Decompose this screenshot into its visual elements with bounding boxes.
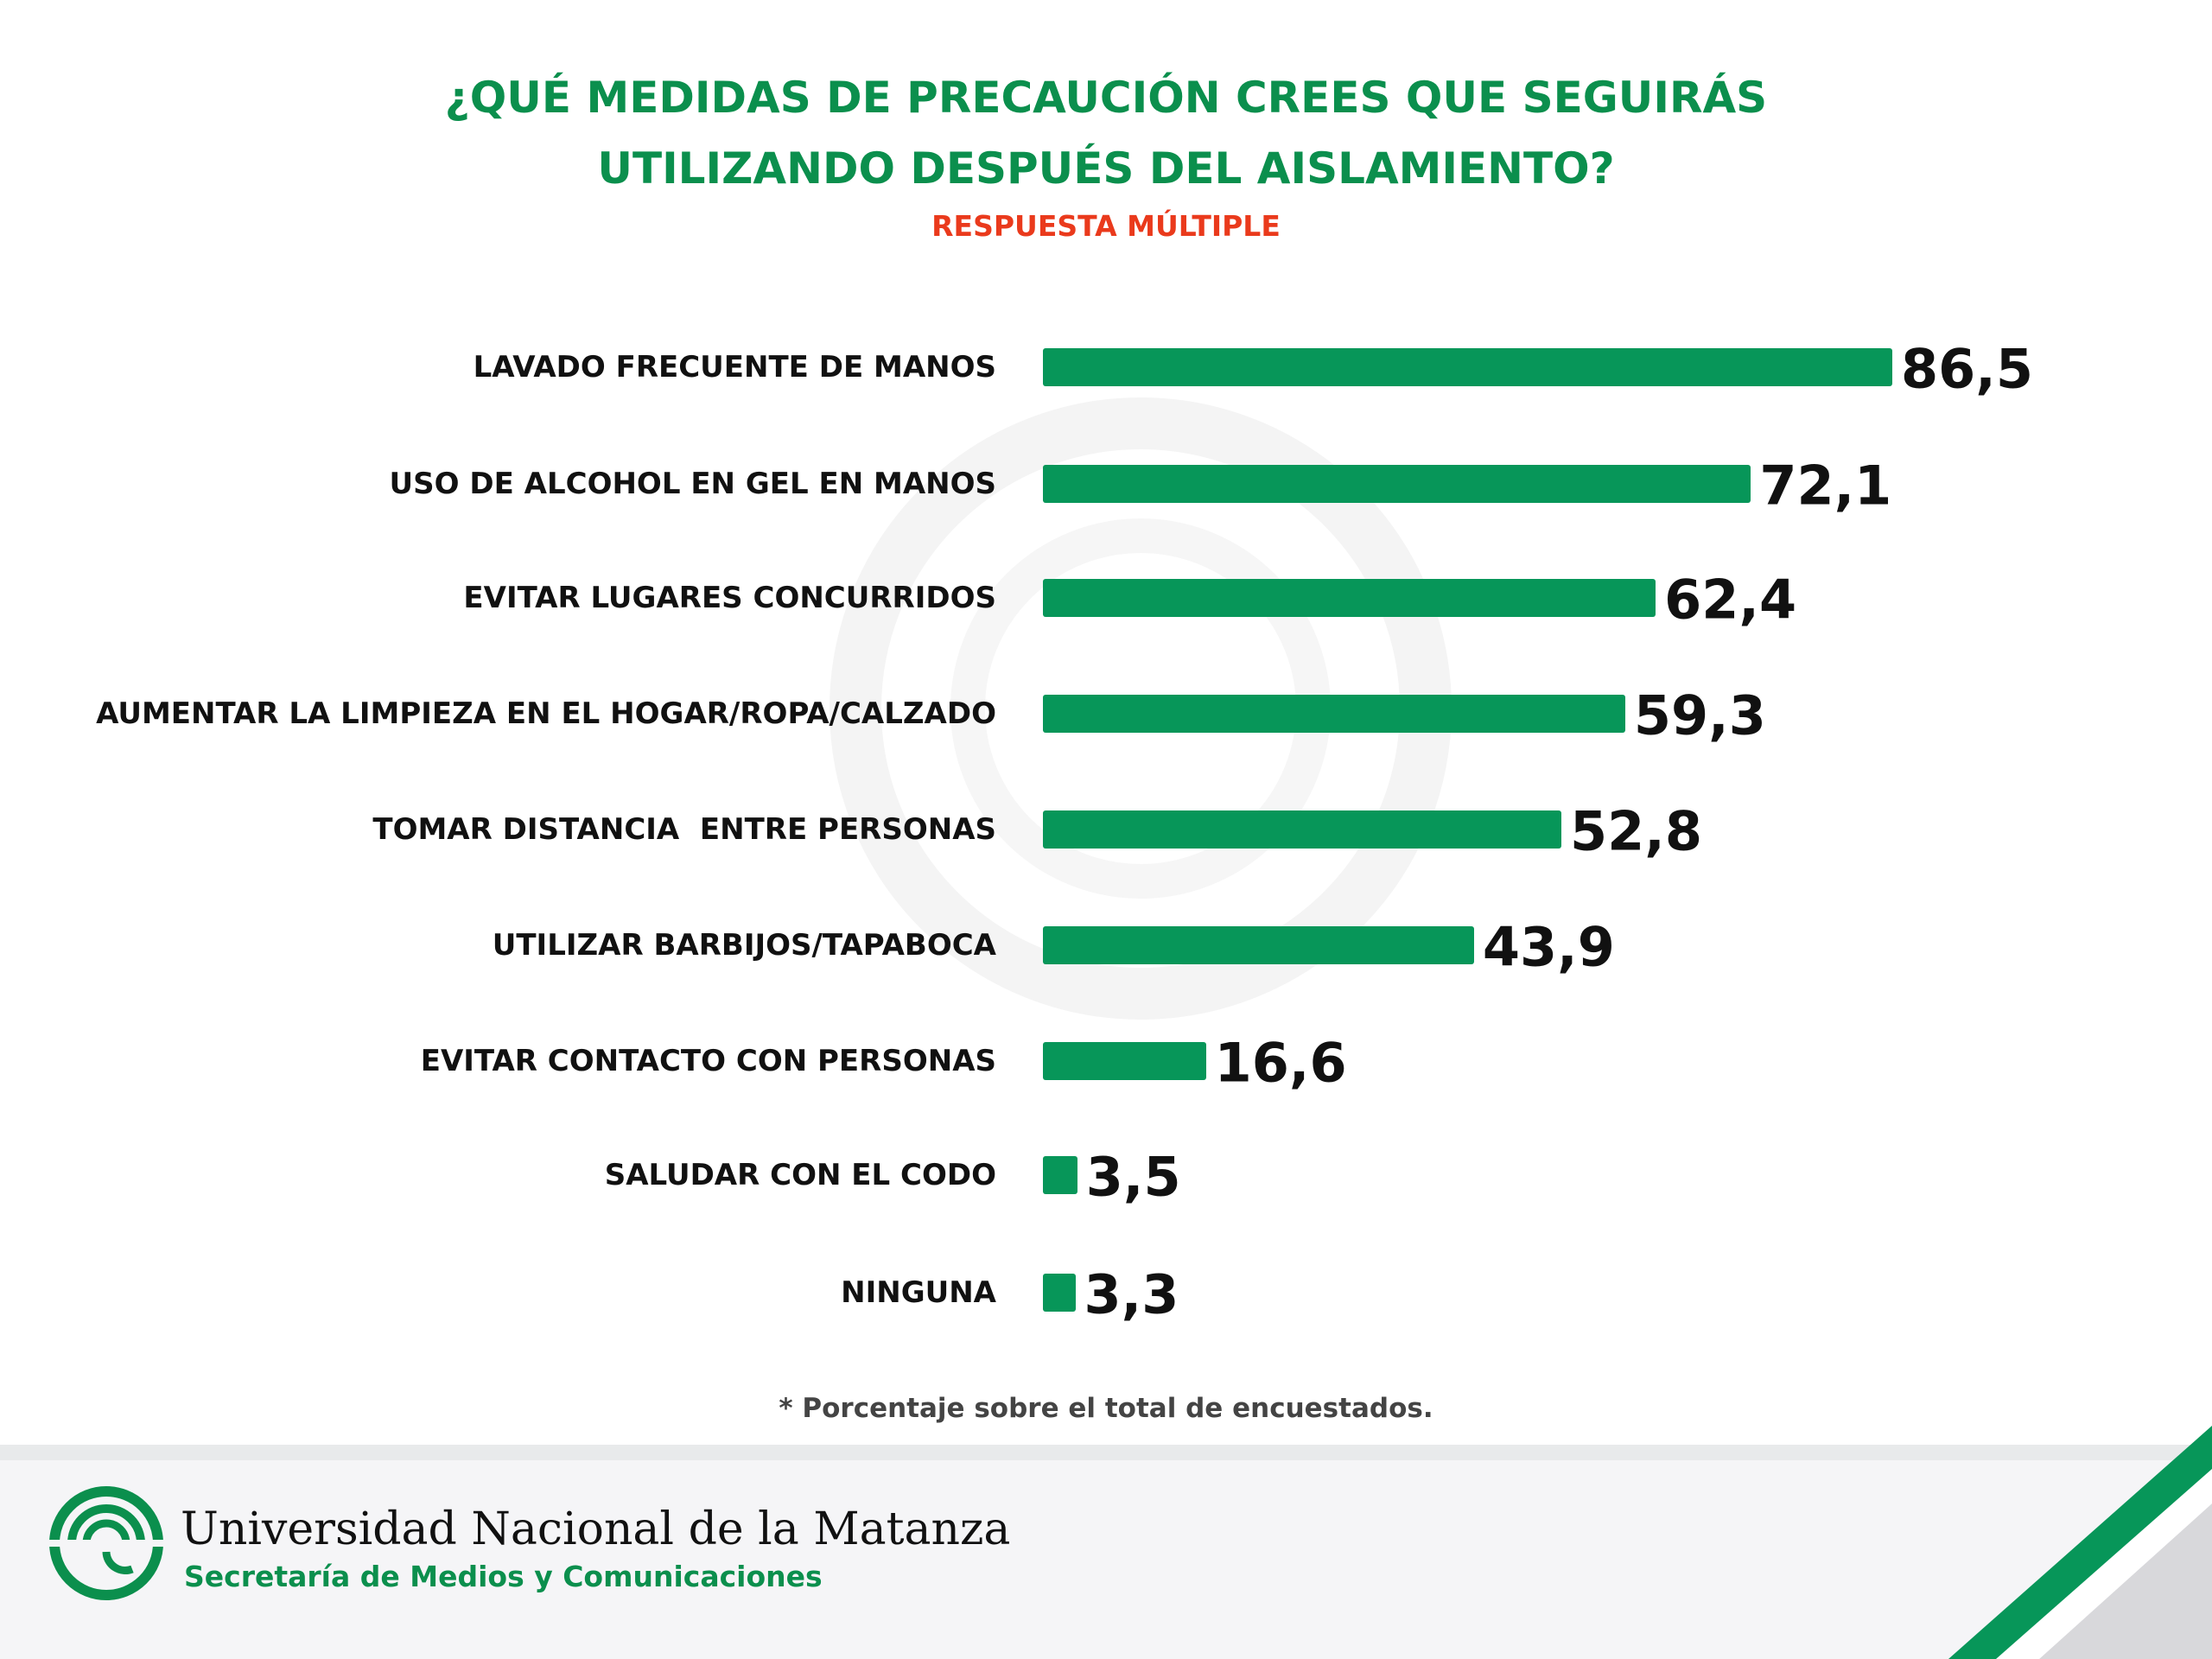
value-label: 3,5 (1085, 1145, 1181, 1209)
value-label: 3,3 (1084, 1262, 1179, 1326)
category-label: NINGUNA (841, 1275, 996, 1310)
value-label: 59,3 (1633, 683, 1766, 747)
footer-divider (0, 1445, 2212, 1460)
value-label: 86,5 (1901, 337, 2033, 401)
bar (1043, 579, 1656, 617)
chart-title-line1: ¿QUÉ MEDIDAS DE PRECAUCIÓN CREES QUE SEG… (444, 73, 1768, 123)
university-name: Universidad Nacional de la Matanza (181, 1503, 1011, 1555)
value-label: 16,6 (1214, 1031, 1347, 1095)
footnote: * Porcentaje sobre el total de encuestad… (779, 1393, 1433, 1424)
value-label: 43,9 (1482, 915, 1615, 979)
chart-subtitle: RESPUESTA MÚLTIPLE (931, 209, 1281, 243)
chart-title-line2: UTILIZANDO DESPUÉS DEL AISLAMIENTO? (597, 143, 1615, 194)
category-label: UTILIZAR BARBIJOS/TAPABOCA (492, 928, 996, 963)
bar (1043, 348, 1892, 386)
category-label: EVITAR CONTACTO CON PERSONAS (420, 1044, 996, 1078)
category-label: AUMENTAR LA LIMPIEZA EN EL HOGAR/ROPA/CA… (96, 696, 996, 731)
bar (1043, 1156, 1077, 1194)
category-label: LAVADO FRECUENTE DE MANOS (473, 350, 996, 385)
category-label: EVITAR LUGARES CONCURRIDOS (463, 581, 996, 615)
category-label: USO DE ALCOHOL EN GEL EN MANOS (389, 467, 996, 501)
bar (1043, 926, 1474, 964)
university-logo-icon (48, 1486, 165, 1600)
bar (1043, 810, 1562, 849)
value-label: 62,4 (1664, 568, 1797, 632)
footer (0, 1460, 2212, 1659)
value-label: 52,8 (1570, 799, 1702, 863)
bar (1043, 1042, 1206, 1080)
department-name: Secretaría de Medios y Comunicaciones (184, 1560, 823, 1593)
value-label: 72,1 (1759, 454, 1892, 518)
bar (1043, 695, 1625, 733)
bar (1043, 465, 1751, 503)
category-label: SALUDAR CON EL CODO (604, 1158, 996, 1192)
bar (1043, 1274, 1076, 1312)
category-label: TOMAR DISTANCIA ENTRE PERSONAS (372, 812, 996, 847)
